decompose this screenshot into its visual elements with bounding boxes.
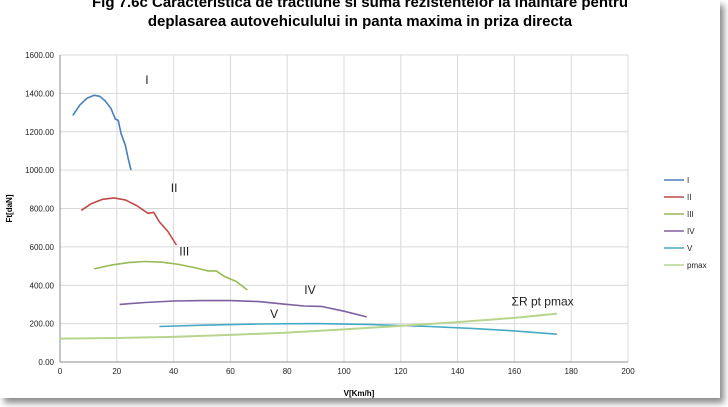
- legend-entry: V: [687, 244, 693, 253]
- series-line-pmax: [59, 312, 558, 340]
- x-tick-label: 100: [337, 367, 351, 376]
- curve-annotation: III: [179, 245, 189, 259]
- y-tick-label: 400.00: [30, 281, 55, 290]
- legend-entry: I: [687, 176, 689, 185]
- y-tick-labels: 0.00 200.00 400.00 600.00 800.00 1000.00 1200.…: [25, 51, 54, 367]
- x-tick-label: 0: [58, 367, 63, 376]
- curve-annotation: ΣR pt pmax: [512, 294, 574, 308]
- y-tick-label: 600.00: [30, 243, 55, 252]
- chart-title-line2: deplasarea autovehiculului in panta maxi…: [147, 13, 573, 30]
- legend-entry: pmax: [687, 261, 707, 270]
- x-tick-label: 120: [394, 367, 408, 376]
- legend-entry: II: [687, 193, 691, 202]
- x-axis-label: V[Km/h]: [344, 389, 375, 398]
- curve-annotation: II: [171, 181, 178, 195]
- x-tick-label: 80: [283, 367, 292, 376]
- series-line-i: [72, 94, 132, 171]
- chart-title-line1: Fig 7.6c Caracteristica de tractiune si …: [91, 0, 629, 11]
- y-axis-label: Ft[daN]: [5, 194, 14, 222]
- legend-entry: III: [687, 210, 694, 219]
- x-tick-label: 140: [451, 367, 465, 376]
- y-tick-label: 200.00: [30, 320, 55, 329]
- x-tick-labels: 0 20 40 60 80 100 120 140 160 180 200: [58, 367, 635, 376]
- x-tick-label: 200: [621, 367, 635, 376]
- curve-annotation: V: [270, 307, 278, 321]
- y-tick-label: 800.00: [30, 205, 55, 214]
- axes: [59, 55, 628, 363]
- series-line-v: [159, 322, 558, 335]
- series-line-ii: [80, 197, 178, 246]
- curve-annotation: I: [145, 73, 148, 87]
- y-tick-label: 1200.00: [25, 128, 54, 137]
- x-tick-label: 180: [565, 367, 579, 376]
- x-tick-label: 160: [508, 367, 522, 376]
- curve-annotation: IV: [304, 283, 315, 297]
- series-lines: [59, 94, 558, 340]
- x-tick-label: 40: [169, 367, 178, 376]
- x-tick-label: 20: [112, 367, 121, 376]
- series-line-iv: [119, 299, 367, 318]
- y-tick-label: 1600.00: [25, 51, 54, 60]
- series-line-iii: [93, 260, 248, 291]
- x-tick-label: 60: [226, 367, 235, 376]
- y-tick-label: 0.00: [38, 358, 54, 367]
- legend-entry: IV: [687, 227, 695, 236]
- y-tick-label: 1400.00: [25, 89, 54, 98]
- chart-title: Fig 7.6c Caracteristica de tractiune si …: [0, 0, 720, 31]
- y-tick-label: 1000.00: [25, 166, 54, 175]
